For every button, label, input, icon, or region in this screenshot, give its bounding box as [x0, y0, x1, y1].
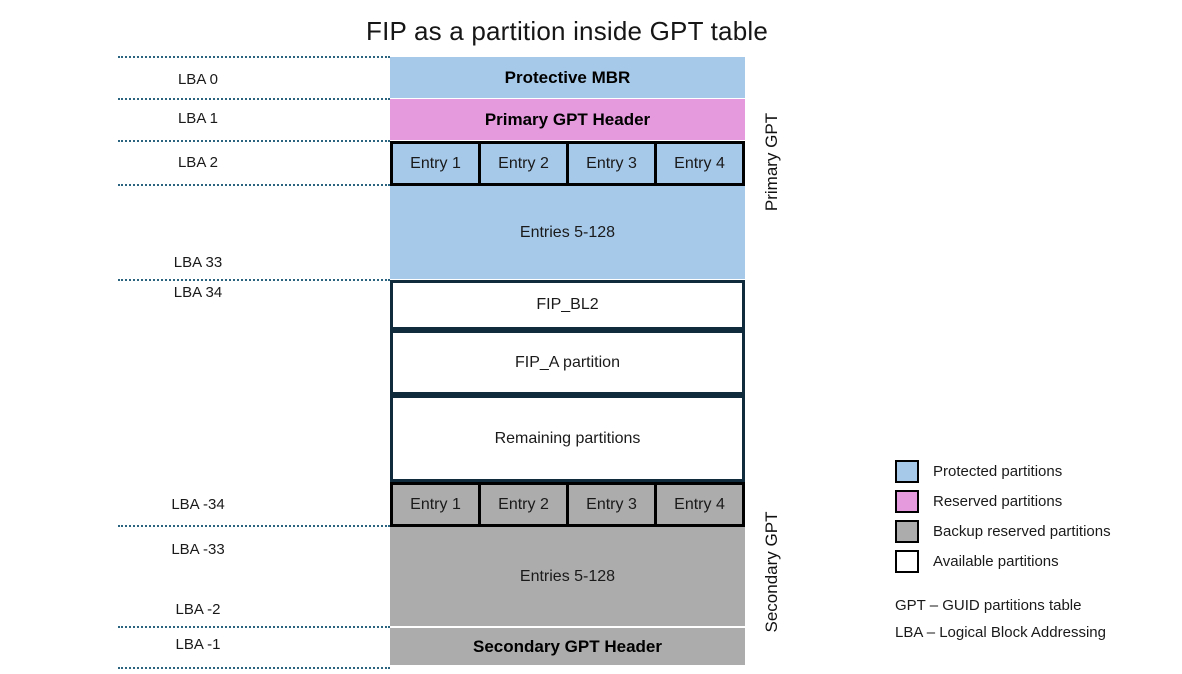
lba-separator-line	[118, 140, 390, 142]
legend-label: Protected partitions	[933, 463, 1063, 480]
lba-separator-line	[118, 626, 390, 628]
lba-separator-line	[118, 98, 390, 100]
block-primary-entries-5-128: Entries 5-128	[390, 186, 745, 279]
primary-entry-2: Entry 2	[481, 144, 566, 183]
protected-color-swatch	[895, 460, 919, 483]
primary-gpt-side-label: Primary GPT	[762, 112, 781, 212]
lba-label-neg2: LBA -2	[175, 601, 221, 618]
primary-entry-3: Entry 3	[569, 144, 654, 183]
primary-entry-row: Entry 1 Entry 2 Entry 3 Entry 4	[390, 141, 745, 186]
lba-label-34: LBA 34	[173, 284, 223, 301]
legend-item-backup-reserved: Backup reserved partitions	[895, 520, 1111, 543]
legend-label: Available partitions	[933, 553, 1059, 570]
legend-label: Backup reserved partitions	[933, 523, 1111, 540]
backup-color-swatch	[895, 520, 919, 543]
lba-separator-line	[118, 184, 390, 186]
secondary-entry-1: Entry 1	[393, 485, 478, 524]
lba-label-2: LBA 2	[177, 154, 219, 171]
lba-separator-line	[118, 525, 390, 527]
secondary-entry-2: Entry 2	[481, 485, 566, 524]
block-secondary-entries-5-128: Entries 5-128	[390, 527, 745, 626]
legend-label: Reserved partitions	[933, 493, 1063, 510]
note-gpt-abbreviation: GPT – GUID partitions table	[895, 597, 1082, 614]
legend-item-reserved: Reserved partitions	[895, 490, 1062, 513]
lba-separator-line	[118, 56, 390, 58]
available-color-swatch	[895, 550, 919, 573]
reserved-color-swatch	[895, 490, 919, 513]
block-remaining-partitions: Remaining partitions	[390, 395, 745, 482]
lba-separator-line	[118, 667, 390, 669]
lba-label-0: LBA 0	[177, 71, 219, 88]
block-primary-gpt-header: Primary GPT Header	[390, 99, 745, 140]
secondary-gpt-side-label: Secondary GPT	[762, 511, 781, 633]
primary-entry-1: Entry 1	[393, 144, 478, 183]
secondary-entry-row: Entry 1 Entry 2 Entry 3 Entry 4	[390, 482, 745, 527]
lba-separator-line	[118, 279, 390, 281]
lba-label-neg33: LBA -33	[171, 541, 225, 558]
lba-label-1: LBA 1	[177, 110, 219, 127]
block-fip-bl2: FIP_BL2	[390, 280, 745, 330]
lba-label-33: LBA 33	[173, 254, 223, 271]
note-lba-abbreviation: LBA – Logical Block Addressing	[895, 624, 1106, 641]
lba-label-neg1: LBA -1	[175, 636, 221, 653]
legend-item-protected: Protected partitions	[895, 460, 1062, 483]
diagram-title: FIP as a partition inside GPT table	[365, 16, 769, 46]
block-secondary-gpt-header: Secondary GPT Header	[390, 628, 745, 665]
secondary-entry-3: Entry 3	[569, 485, 654, 524]
secondary-entry-4: Entry 4	[657, 485, 742, 524]
block-fip-a-partition: FIP_A partition	[390, 330, 745, 395]
lba-label-neg34: LBA -34	[171, 496, 225, 513]
block-protective-mbr: Protective MBR	[390, 57, 745, 98]
primary-entry-4: Entry 4	[657, 144, 742, 183]
legend-item-available: Available partitions	[895, 550, 1059, 573]
